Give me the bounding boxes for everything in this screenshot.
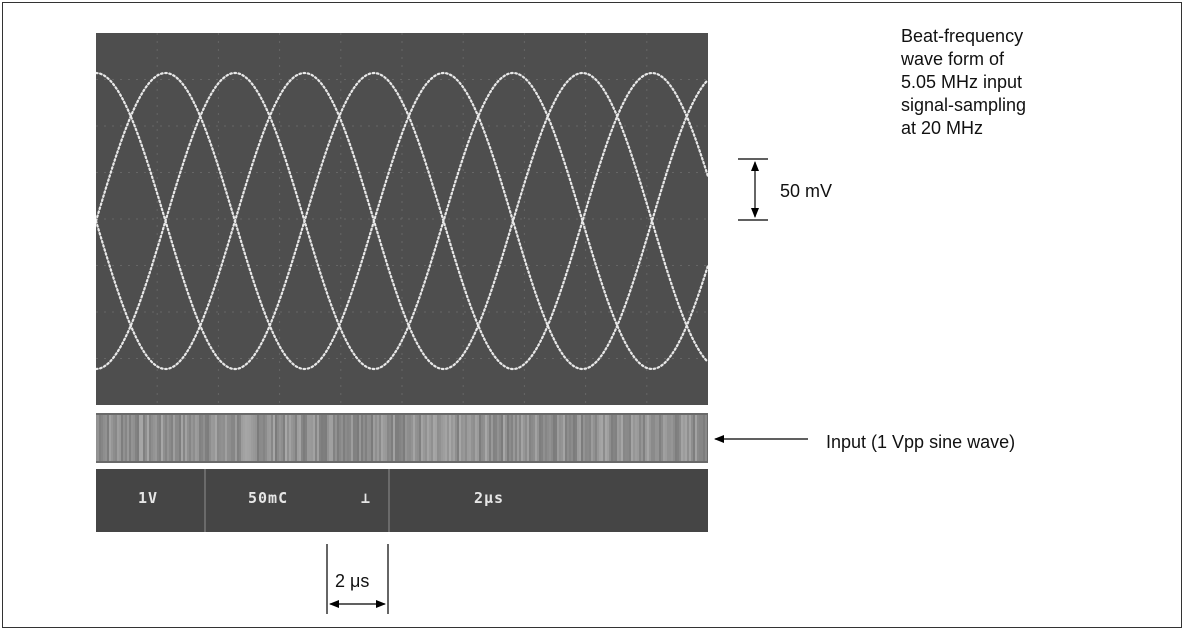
input-label: Input (1 Vpp sine wave) bbox=[826, 432, 1016, 452]
caption-line: wave form of bbox=[901, 49, 1005, 69]
caption-line: at 20 MHz bbox=[901, 118, 984, 138]
beat-waveform-trace bbox=[96, 71, 708, 371]
input-signal-band bbox=[96, 413, 708, 463]
caption-line: 5.05 MHz input bbox=[901, 72, 1023, 92]
input-signal-hatching bbox=[96, 415, 707, 461]
amplitude-label: 50 mV bbox=[780, 181, 833, 201]
readout-divider bbox=[388, 469, 390, 532]
caption: Beat-frequency wave form of 5.05 MHz inp… bbox=[901, 25, 1026, 140]
beat-waveform-trace bbox=[96, 71, 708, 371]
caption-line: Beat-frequency bbox=[901, 26, 1024, 46]
readout-timebase: 2μs bbox=[474, 489, 505, 507]
readout-divider bbox=[204, 469, 206, 532]
input-signal-trace bbox=[96, 415, 707, 461]
readout-trigger-symbol: ⊥ bbox=[361, 489, 372, 507]
readout-ch2-scale: 50mC bbox=[248, 489, 289, 507]
time-dimension-arrow bbox=[326, 544, 389, 614]
amplitude-dimension-arrow bbox=[738, 158, 768, 221]
beat-waveform-trace bbox=[96, 71, 708, 371]
graticule bbox=[96, 33, 708, 405]
scope-readout-bar: 1V 50mC ⊥ 2μs bbox=[96, 469, 708, 532]
beat-waveform-plot bbox=[96, 33, 708, 405]
caption-line: signal-sampling bbox=[901, 95, 1027, 115]
oscilloscope-screen bbox=[96, 33, 708, 405]
readout-ch1-scale: 1V bbox=[138, 489, 159, 507]
time-label: 2 μs bbox=[335, 571, 370, 591]
beat-waveform-trace bbox=[96, 71, 708, 371]
